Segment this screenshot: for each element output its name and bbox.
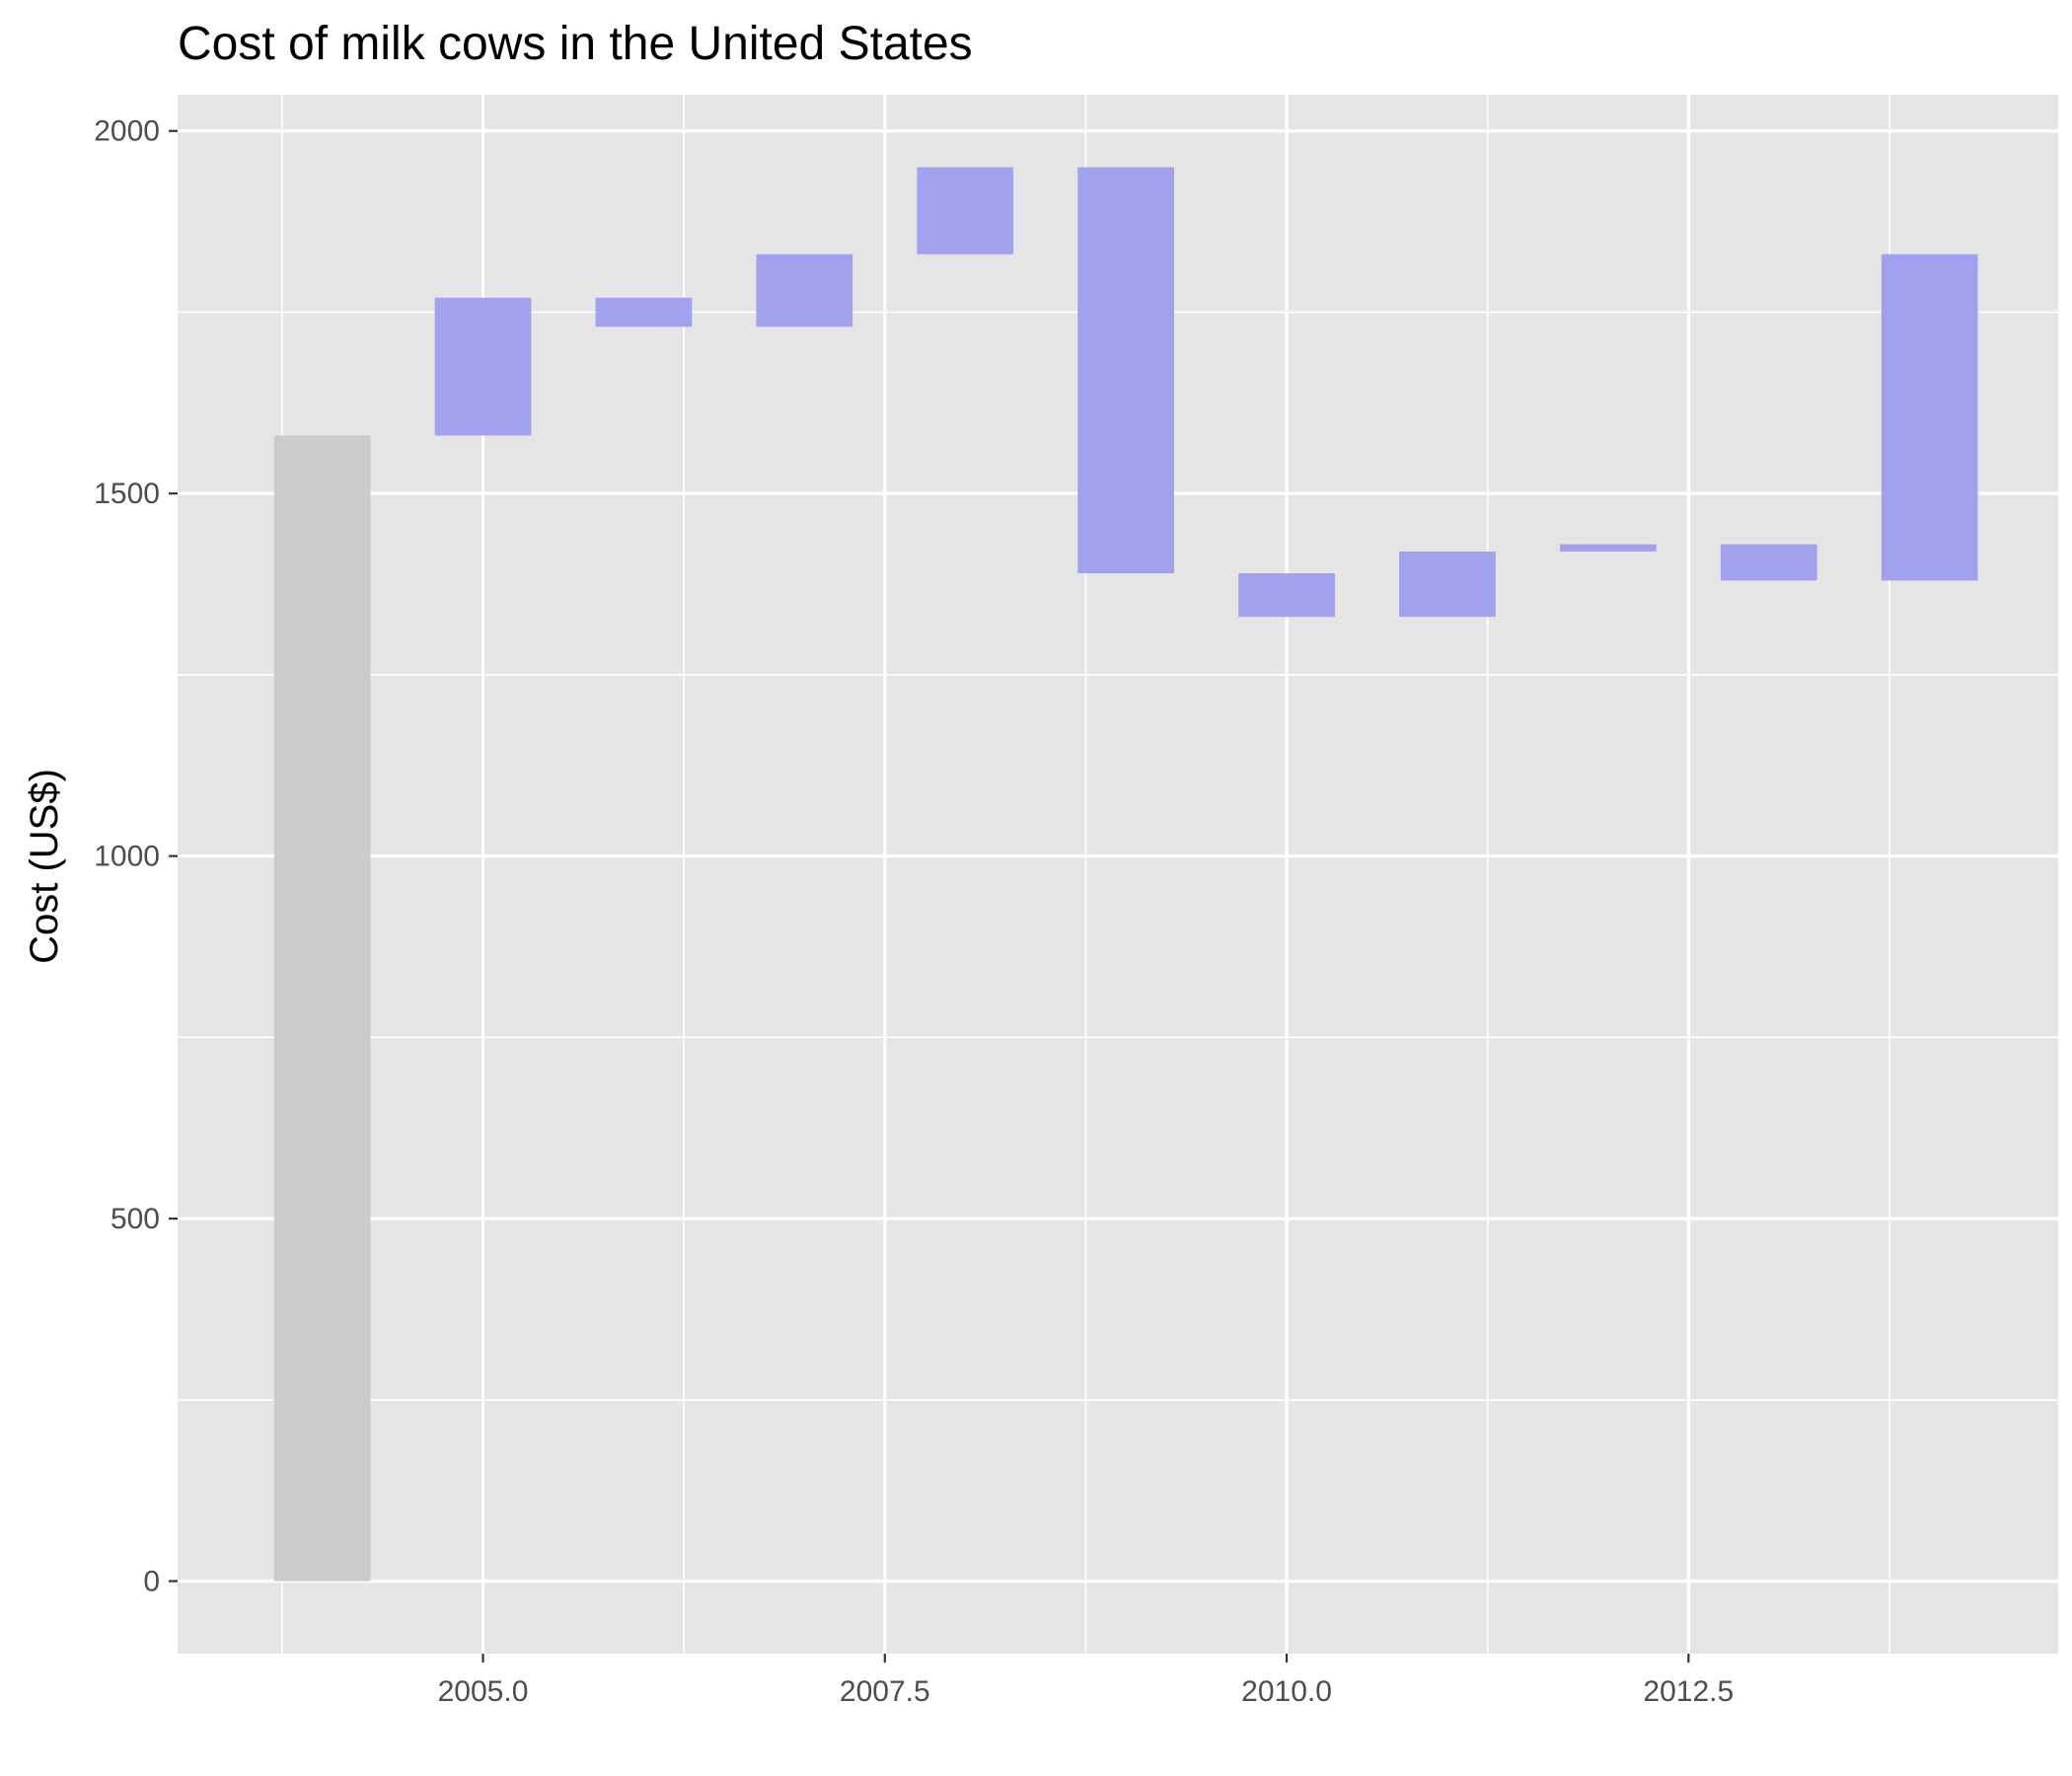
x-tick-label: 2010.0 bbox=[1241, 1675, 1332, 1708]
bar-change bbox=[917, 167, 1014, 255]
chart-title: Cost of milk cows in the United States bbox=[178, 18, 973, 70]
bar-change bbox=[1399, 551, 1496, 618]
y-tick-label: 500 bbox=[111, 1203, 160, 1235]
bar-base bbox=[273, 435, 371, 1582]
y-tick-label: 1500 bbox=[94, 478, 160, 510]
bar-change bbox=[1559, 544, 1657, 552]
bar-change bbox=[1238, 573, 1335, 618]
y-tick-label: 2000 bbox=[94, 115, 160, 148]
x-tick-label: 2012.5 bbox=[1643, 1675, 1734, 1708]
x-axis: 2005.0 2007.5 2010.0 2012.5 bbox=[438, 1654, 1734, 1708]
bar-change bbox=[756, 254, 853, 328]
y-tick-label: 0 bbox=[143, 1566, 160, 1598]
bar-change bbox=[1077, 167, 1175, 574]
waterfall-bars bbox=[273, 167, 1978, 1582]
y-axis-title: Cost (US$) bbox=[23, 769, 66, 964]
y-axis: 0 500 1000 1500 2000 bbox=[94, 115, 178, 1598]
bar-change bbox=[1720, 544, 1817, 581]
bar-change bbox=[595, 297, 693, 328]
bar-change bbox=[434, 297, 532, 436]
y-tick-label: 1000 bbox=[94, 841, 160, 873]
x-tick-label: 2005.0 bbox=[438, 1675, 529, 1708]
x-tick-label: 2007.5 bbox=[840, 1675, 930, 1708]
grid-major-lines bbox=[178, 95, 2058, 1654]
bar-change bbox=[1881, 254, 1978, 581]
